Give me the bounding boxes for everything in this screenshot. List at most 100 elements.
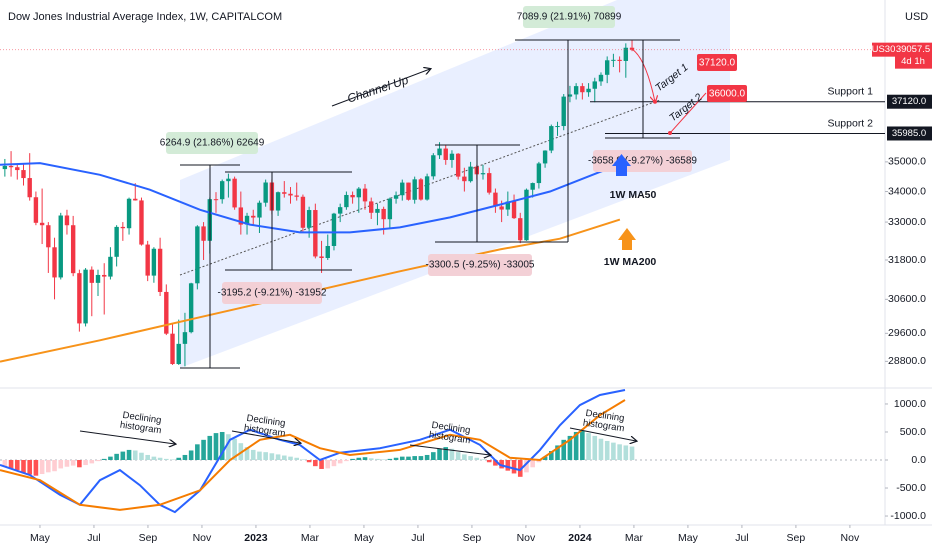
histogram-bar — [555, 445, 560, 461]
histogram-bar — [418, 456, 424, 461]
histogram-bar — [145, 454, 150, 461]
histogram-bar — [33, 460, 39, 476]
candle-body — [331, 213, 337, 246]
candle-body — [561, 96, 566, 127]
y-tick-label: 31800.0 — [888, 254, 926, 266]
y-tick-label: -500.0 — [896, 482, 926, 494]
candle-body — [46, 225, 51, 248]
ma50-label: 1W MA50 — [610, 189, 657, 201]
candle-body — [275, 192, 281, 211]
candle-body — [288, 193, 293, 196]
histogram-bar — [325, 460, 331, 469]
histogram-bar — [188, 450, 194, 461]
candle-body — [83, 269, 88, 324]
histogram-bar — [443, 447, 449, 461]
histogram-bar — [604, 440, 610, 461]
candle-body — [443, 148, 448, 160]
histogram-bar — [195, 444, 200, 461]
candle-body — [592, 81, 597, 89]
support-tag — [887, 126, 932, 141]
measure-box — [428, 254, 532, 276]
y-tick-label: -1000.0 — [890, 510, 926, 522]
candle-body — [449, 153, 455, 160]
candle-body — [604, 60, 610, 75]
histogram-bar — [462, 454, 467, 461]
measure-box — [222, 282, 322, 304]
histogram-bar — [406, 456, 411, 461]
candle-body — [95, 274, 101, 283]
candle-body — [511, 201, 517, 219]
channel-mid — [179, 99, 661, 276]
candle-body — [164, 291, 169, 334]
candle-body — [530, 183, 535, 190]
histogram-bar — [275, 454, 281, 461]
channel — [180, 0, 730, 368]
histogram-bar — [14, 460, 20, 471]
annotation: Declining — [585, 408, 625, 424]
candle-body — [114, 226, 119, 257]
candle-body — [480, 173, 486, 175]
macd-line — [0, 399, 626, 511]
histogram-bar — [474, 457, 480, 461]
x-tick-label: May — [678, 532, 699, 544]
histogram-bar — [362, 457, 368, 461]
histogram-bar — [424, 454, 430, 461]
support-label: Support 1 — [827, 85, 873, 97]
histogram-bar — [157, 457, 163, 461]
candle-body — [393, 195, 399, 199]
histogram-bar — [77, 460, 82, 468]
histogram-bar — [536, 460, 542, 463]
x-tick-label: May — [30, 532, 51, 544]
histogram-bar — [331, 460, 337, 467]
histogram-bar — [580, 430, 585, 461]
countdown: 4d 1h — [901, 56, 925, 67]
histogram-bar — [387, 458, 393, 461]
y-tick-label: 1000.0 — [894, 398, 926, 410]
candle-body — [350, 194, 355, 198]
histogram-bar — [201, 439, 206, 461]
candle-body — [611, 59, 616, 61]
y-tick-label: 29600.0 — [888, 327, 926, 339]
candle-body — [108, 256, 113, 277]
candle-body — [151, 248, 157, 276]
histogram-bar — [337, 460, 343, 464]
histogram-bar — [313, 460, 318, 467]
candle-body — [33, 197, 39, 223]
histogram-bar — [114, 453, 119, 461]
histogram-bar — [232, 438, 237, 461]
x-tick-label: Nov — [517, 532, 536, 544]
histogram-bar — [468, 456, 473, 461]
histogram-bar — [300, 459, 306, 461]
histogram-bar — [263, 452, 268, 461]
x-tick-label: Sep — [463, 532, 482, 544]
measure-label: -3300.5 (-9.25%) -33005 — [426, 260, 535, 271]
candle-body — [555, 126, 560, 128]
candle-body — [306, 210, 312, 228]
moving-average — [0, 162, 621, 234]
target-tag — [707, 85, 747, 102]
candle-body — [424, 176, 430, 200]
candle-body — [213, 199, 219, 201]
candle-body — [39, 222, 45, 226]
candle-body — [300, 196, 306, 228]
histogram-bar — [437, 448, 442, 461]
candle-body — [8, 165, 14, 168]
candle-body — [381, 208, 386, 220]
annotation-arrow — [409, 444, 490, 455]
candle-body — [157, 248, 163, 292]
candle-body — [344, 194, 349, 208]
histogram-bar — [586, 433, 591, 461]
candle-body — [337, 207, 343, 214]
support-tag-label: 35985.0 — [892, 128, 926, 139]
histogram-bar — [64, 460, 70, 467]
histogram-bar — [27, 460, 32, 475]
candle-body — [468, 166, 473, 182]
candle-body — [437, 148, 442, 156]
candle-body — [462, 176, 467, 182]
target-tag — [697, 54, 737, 71]
candle-body — [15, 167, 20, 171]
histogram-bar — [505, 460, 511, 471]
histogram-bar — [207, 435, 213, 461]
y-tick-label: 28800.0 — [888, 355, 926, 367]
